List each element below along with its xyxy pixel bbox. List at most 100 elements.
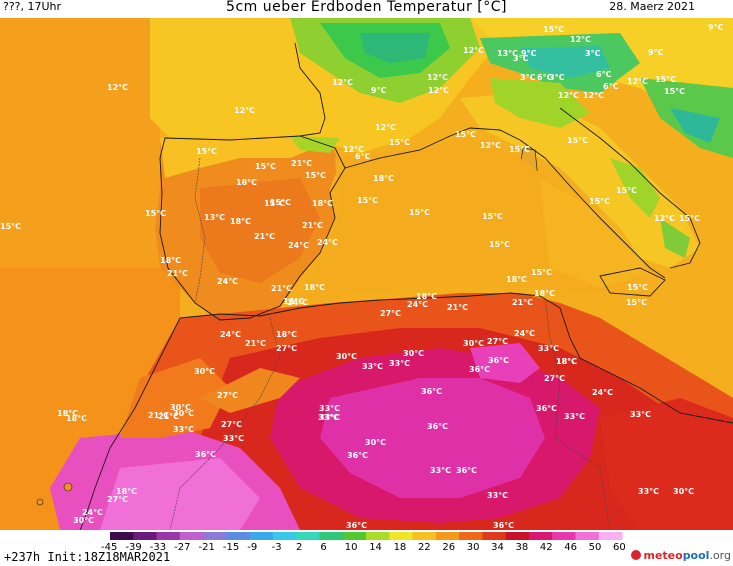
apennine-green [610,158,660,218]
temperature-label: 18°C [556,357,577,366]
temperature-label: 36°C [488,356,509,365]
alps-core [360,33,430,63]
temperature-label: 24°C [592,388,613,397]
east-alps-core [520,46,610,78]
scale-swatch [389,532,414,540]
libya-east [600,398,733,530]
border-morocco-algeria [169,317,281,530]
temperature-label: 15°C [0,222,21,231]
temperature-label: 18°C [534,289,555,298]
temperature-label: 18°C [57,409,78,418]
pyrenees-green [290,136,340,153]
southwest-sahara-core [100,458,260,530]
temperature-label: 15°C [357,196,378,205]
map-footer: -45 -39 -33 -27 -21 -15 -9 -3 2 6 10 14 18 22 26 30 34 38… [0,530,733,566]
temperature-label: 15°C [589,197,610,206]
temperature-label: 15°C [409,208,430,217]
forecast-date: 28. Maerz 2021 [609,0,695,13]
temperature-label: 33°C [223,434,244,443]
temperature-label: 24°C [217,277,238,286]
temperature-label: 3°C [513,54,529,63]
temperature-label: 18°C [230,217,251,226]
coast-italy-east [559,107,701,269]
temperature-label: 30°C [403,349,424,358]
border-spain-portugal [194,157,206,304]
scale-tick-label: 22 [417,542,431,553]
scale-tick-label: 2 [296,542,303,553]
temperature-label: 15°C [655,75,676,84]
sahara-core [320,378,545,498]
temperature-label: 33°C [319,404,340,413]
temperature-label: 33°C [319,413,340,422]
scale-swatch [552,532,576,540]
scale-swatch [459,532,483,540]
temperature-label: 12°C [480,141,501,150]
temperature-label: 15°C [509,145,530,154]
morocco-coast-warm [120,358,230,438]
temperature-label: 12°C [343,145,364,154]
temperature-label: 21°C [167,269,188,278]
temperature-label: 27°C [380,309,401,318]
temperature-label: 18°C [312,199,333,208]
scale-tick-label: -33 [149,542,167,553]
temperature-label: 15°C [664,87,685,96]
scale-swatch [156,532,181,540]
scale-swatch [133,532,158,540]
temperature-label: 15°C [270,198,291,207]
italy-region [460,93,700,268]
temperature-label: 18°C [116,487,137,496]
temperature-label: 15°C [567,136,588,145]
temperature-label: 30°C [336,352,357,361]
temperature-label: 15°C [455,130,476,139]
scale-swatch [528,532,553,540]
temperature-label: 21°C [291,159,312,168]
scale-swatch [366,532,390,540]
temperature-label: 36°C [493,521,514,530]
temperature-label: 15°C [196,147,217,156]
temperature-label: 12°C [234,106,255,115]
temperature-labels: 12°C12°C15°C12°C9°C12°C 13°C3°C9°C12°C3°C… [0,23,724,530]
brand-accent: pool [682,549,710,562]
scale-swatch [110,532,134,540]
temperature-label: 15°C [626,298,647,307]
iberia-north-cool [160,136,320,178]
temperature-label: 6°C [596,70,612,79]
coastlines [79,42,733,530]
scale-tick-label: -15 [222,542,240,553]
scale-swatch [505,532,530,540]
temperature-label: 21°C [302,221,323,230]
model-run-info: +237h Init:18Z18MAR2021 [4,550,171,564]
temperature-label: 9°C [521,49,537,58]
temperature-label: 27°C [217,391,238,400]
temperature-label: 21°C [148,411,169,420]
temperature-label: 36°C [456,466,477,475]
scale-tick-label: -39 [125,542,142,553]
temperature-label: 15°C [255,162,276,171]
temperature-label: 36°C [421,387,442,396]
temperature-label: 36°C [195,450,216,459]
temperature-label: 21°C [158,412,179,421]
temperature-label: 12°C [570,35,591,44]
scale-tick-label: -3 [271,542,282,553]
temperature-label: 15°C [616,186,637,195]
scale-tick-label: 14 [369,542,382,553]
scale-tick-label: 10 [344,542,358,553]
temperature-label: 18°C [506,275,527,284]
temperature-label: 24°C [317,238,338,247]
canary-island-1 [63,482,73,492]
temperature-label: 24°C [287,298,308,307]
temperature-label: 12°C [332,78,353,87]
scale-tick-label: 6 [320,542,327,553]
temperature-label: 24°C [220,330,241,339]
temperature-label: 12°C [463,46,484,55]
temperature-label: 36°C [346,521,367,530]
temperature-label: 15°C [264,199,285,208]
temperature-label: 6°C [355,152,371,161]
scale-tick-label: -21 [198,542,215,553]
temperature-label: 15°C [543,25,564,34]
temperature-label: 18°C [304,283,325,292]
iberia-interior-warm [200,178,320,283]
scale-swatch [598,532,623,540]
coast-france-atlantic [294,42,326,137]
temperature-label: 15°C [679,214,700,223]
